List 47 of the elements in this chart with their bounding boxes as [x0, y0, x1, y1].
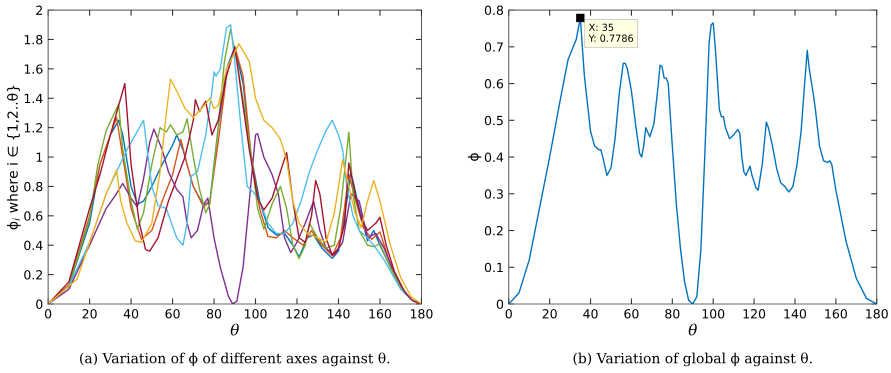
x-tick-label: 120: [286, 309, 308, 319]
y-tick-label: 1.2: [24, 123, 42, 132]
y-tick-label: 0.5: [484, 116, 503, 126]
x-tick-label: 140: [784, 309, 806, 319]
y-tick-label: 0.4: [24, 240, 43, 250]
x-tick-label: 60: [624, 309, 639, 319]
x-tick-label: 160: [369, 309, 392, 319]
y-tick-label: 0.4: [484, 152, 504, 162]
x-tick-label: 180: [866, 309, 888, 319]
x-tick-label: 0: [506, 309, 512, 319]
x-tick-label: 100: [702, 309, 724, 319]
x-tick-label: 40: [583, 309, 598, 319]
x-tick-label: 100: [244, 309, 267, 319]
x-tick-label: 40: [124, 309, 138, 319]
x-tick-label: 180: [410, 309, 433, 319]
y-tick-label: 2: [36, 6, 42, 15]
y-tick-label: 0.8: [24, 182, 42, 192]
y-tick-label: 0: [36, 299, 42, 309]
x-tick-label: 20: [82, 309, 97, 319]
y-tick-label: 1.8: [24, 34, 42, 44]
x-axis-title: θ: [230, 324, 239, 336]
y-tick-label: 0.8: [484, 6, 504, 15]
y-axis-title: ϕ: [468, 153, 482, 161]
x-tick-label: 0: [44, 309, 52, 319]
y-tick-label: 1.6: [24, 64, 42, 74]
x-tick-label: 60: [165, 309, 180, 319]
y-tick-label: 0.6: [24, 211, 42, 221]
x-tick-label: 80: [665, 309, 680, 319]
x-tick-label: 140: [328, 309, 350, 319]
y-tick-label: 1: [36, 152, 42, 162]
x-tick-label: 160: [825, 309, 847, 319]
y-tick-label: 1.4: [24, 94, 43, 103]
y-tick-label: 0.7: [484, 42, 503, 52]
annotation: X: 35 Y: 0.7786: [588, 24, 634, 42]
x-tick-label: 80: [206, 309, 222, 319]
y-axis-title: ϕ$_{i}$ where i ∈ {1,2..θ}: [6, 86, 21, 230]
y-tick-label: 0.3: [484, 189, 503, 199]
y-tick-label: 0.2: [484, 226, 503, 236]
text: (b) Variation of global ϕ against θ.: [574, 352, 812, 366]
y-tick-label: 0.2: [24, 270, 42, 280]
x-axis-title: θ: [688, 324, 697, 336]
y-tick-label: 0.1: [484, 262, 503, 272]
text: (a) Variation of ϕ of different axes against θ.: [80, 352, 390, 366]
x-tick-label: 120: [744, 309, 766, 319]
y-tick-label: 0.6: [484, 79, 504, 88]
x-tick-label: 20: [542, 309, 557, 319]
y-tick-label: 0: [496, 299, 504, 309]
